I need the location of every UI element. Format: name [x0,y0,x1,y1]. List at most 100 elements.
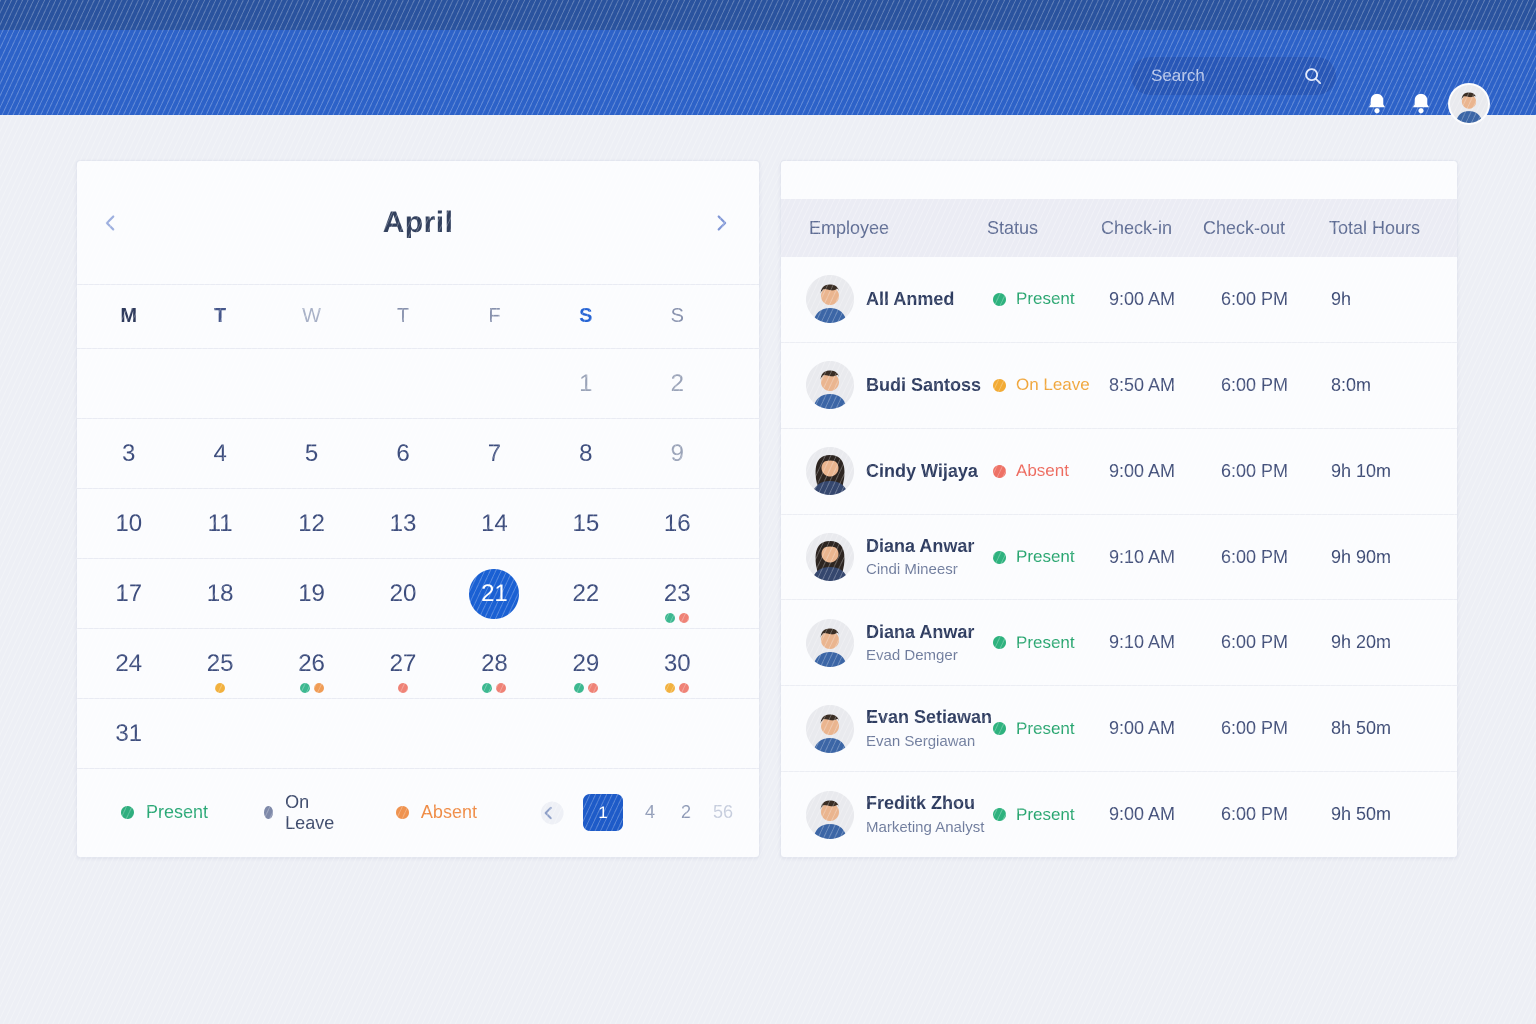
calendar-day-21[interactable]: 21 [449,559,540,628]
day-number: 24 [115,649,143,677]
day-number: 15 [572,509,600,537]
employee-subtitle: Evan Sergiawan [866,733,976,751]
employee-avatar [806,275,854,324]
status-dot [496,683,507,693]
calendar-day-27[interactable]: 27 [357,629,448,698]
calendar-day-5[interactable]: 5 [266,419,357,488]
calendar-day-6[interactable]: 6 [357,419,448,488]
check-out-time: 6:00 PM [1221,632,1289,653]
search-input[interactable] [1149,65,1302,87]
table-row[interactable]: Budi Santoss On Leave 8:50 AM 6:00 PM 8:0m [781,343,1457,429]
pagination-page-button[interactable]: 56 [712,802,733,822]
user-avatar[interactable] [1448,83,1490,125]
calendar-day-empty [449,699,540,768]
employee-subtitle: Evad Demger [866,647,958,665]
status-label: Present [1016,718,1075,738]
employee-avatar [806,618,854,667]
status-cell: Present [993,289,1109,309]
status-label: Present [1016,632,1075,652]
calendar-day-31[interactable]: 31 [83,699,174,768]
next-month-button[interactable] [703,205,739,241]
calendar-day-16[interactable]: 16 [632,489,723,558]
day-number: 16 [663,509,691,537]
calendar-day-11[interactable]: 11 [174,489,265,558]
employee-name-cell: Evan Setiawan Evan Sergiawan [866,707,993,750]
calendar-day-18[interactable]: 18 [174,559,265,628]
pagination-prev-button[interactable] [532,796,565,829]
calendar-day-13[interactable]: 13 [357,489,448,558]
column-header-check-out: Check-out [1203,217,1286,238]
calendar-day-1[interactable]: 1 [540,349,631,418]
legend-item-present: Present [121,802,208,823]
pagination-page-button[interactable]: 4 [641,802,659,823]
calendar-day-17[interactable]: 17 [83,559,174,628]
day-status-dots [665,613,690,623]
column-header-status: Status [987,217,1039,238]
search-bar[interactable] [1131,57,1336,95]
calendar-day-26[interactable]: 26 [266,629,357,698]
calendar-day-2[interactable]: 2 [632,349,723,418]
calendar-footer: Present On Leave Absent 1 4 2 56 [77,769,759,856]
calendar-day-28[interactable]: 28 [449,629,540,698]
status-dot [679,613,690,623]
table-row[interactable]: Evan Setiawan Evan Sergiawan Present 9:00 A… [781,686,1457,773]
calendar-day-7[interactable]: 7 [449,419,540,488]
total-hours: 9h 20m [1331,632,1392,653]
weekday-label: F [488,305,501,327]
legend-dot [121,806,134,819]
calendar-day-29[interactable]: 29 [540,629,631,698]
table-row[interactable]: Freditk Zhou Marketing Analyst Present 9:00… [781,772,1457,857]
pagination-page-button[interactable]: 1 [582,794,623,831]
legend-item-on-leave: On Leave [264,792,340,834]
table-row[interactable]: All Anmed Present 9:00 AM 6:00 PM 9h [781,257,1457,343]
search-icon[interactable] [1302,65,1324,87]
day-number: 26 [298,649,325,677]
status-label: Present [1016,289,1075,309]
day-number: 5 [304,439,319,467]
employee-name: Freditk Zhou [866,793,975,814]
employee-avatar [806,704,854,753]
selected-day[interactable]: 21 [469,568,520,619]
column-header-check-in: Check-in [1101,217,1173,238]
employee-subtitle: Cindi Mineesr [866,561,958,579]
day-number: 11 [207,509,233,537]
calendar-day-25[interactable]: 25 [174,629,265,698]
day-status-dots [665,683,690,693]
calendar-day-14[interactable]: 14 [449,489,540,558]
calendar-day-15[interactable]: 15 [540,489,631,558]
day-number: 28 [481,649,508,677]
day-number: 1 [579,369,593,397]
day-number: 25 [206,649,234,677]
previous-month-button[interactable] [93,205,129,241]
calendar-day-3[interactable]: 3 [83,419,174,488]
status-dot [482,683,493,693]
check-in-time: 9:00 AM [1109,804,1176,825]
calendar-day-22[interactable]: 22 [540,559,631,628]
calendar-day-9[interactable]: 9 [632,419,723,488]
table-row[interactable]: Diana Anwar Evad Demger Present 9:10 AM 6:00… [781,600,1457,687]
day-number: 31 [115,719,143,747]
day-status-dots [397,683,408,693]
calendar-day-19[interactable]: 19 [266,559,357,628]
alerts-bell-icon[interactable] [1406,88,1436,120]
check-in-time: 9:00 AM [1109,288,1176,309]
employee-avatar [806,533,854,581]
notifications-bell-icon[interactable] [1362,88,1392,120]
calendar-day-12[interactable]: 12 [266,489,357,558]
table-row[interactable]: Cindy Wijaya Absent 9:00 AM 6:00 PM 9h 10m [781,429,1457,515]
calendar-day-8[interactable]: 8 [540,419,631,488]
calendar-day-30[interactable]: 30 [632,629,723,698]
pagination-page-button[interactable]: 2 [677,802,695,823]
calendar-day-10[interactable]: 10 [83,489,174,558]
calendar-day-23[interactable]: 23 [632,559,723,628]
calendar-day-20[interactable]: 20 [357,559,448,628]
calendar-day-24[interactable]: 24 [83,629,174,698]
status-cell: Present [993,547,1109,567]
day-number: 3 [122,439,136,467]
total-hours: 9h [1331,288,1352,309]
calendar-day-4[interactable]: 4 [174,419,265,488]
status-legend: Present On Leave Absent [121,792,533,834]
table-row[interactable]: Diana Anwar Cindi Mineesr Present 9:10 AM 6:… [781,515,1457,601]
calendar-week-row: 31 [77,699,759,769]
